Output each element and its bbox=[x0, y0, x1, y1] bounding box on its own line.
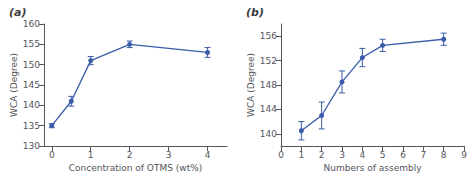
svg-text:Numbers of assembly: Numbers of assembly bbox=[324, 163, 423, 173]
svg-text:Concentration of OTMS (wt%): Concentration of OTMS (wt%) bbox=[69, 163, 202, 173]
svg-text:3: 3 bbox=[339, 150, 345, 160]
svg-text:2: 2 bbox=[319, 150, 325, 160]
svg-text:135: 135 bbox=[23, 121, 40, 131]
svg-text:140: 140 bbox=[23, 100, 40, 110]
svg-text:155: 155 bbox=[23, 39, 40, 49]
svg-text:148: 148 bbox=[260, 80, 277, 90]
svg-text:145: 145 bbox=[23, 80, 40, 90]
svg-text:8: 8 bbox=[441, 150, 447, 160]
svg-text:1: 1 bbox=[298, 150, 304, 160]
svg-text:5: 5 bbox=[380, 150, 386, 160]
svg-text:0: 0 bbox=[278, 150, 284, 160]
svg-text:7: 7 bbox=[420, 150, 426, 160]
svg-text:4: 4 bbox=[359, 150, 365, 160]
svg-text:160: 160 bbox=[23, 19, 40, 29]
svg-text:130: 130 bbox=[23, 141, 40, 151]
svg-text:152: 152 bbox=[260, 56, 277, 66]
svg-text:(b): (b) bbox=[246, 6, 264, 19]
svg-text:156: 156 bbox=[260, 31, 277, 41]
svg-text:144: 144 bbox=[260, 104, 277, 114]
svg-text:9: 9 bbox=[461, 150, 467, 160]
svg-text:4: 4 bbox=[205, 150, 211, 160]
svg-text:WCA (Degree): WCA (Degree) bbox=[246, 53, 256, 117]
svg-text:1: 1 bbox=[88, 150, 94, 160]
svg-text:3: 3 bbox=[166, 150, 172, 160]
svg-text:(a): (a) bbox=[9, 6, 26, 19]
svg-text:6: 6 bbox=[400, 150, 406, 160]
svg-text:150: 150 bbox=[23, 60, 40, 70]
svg-text:0: 0 bbox=[49, 150, 55, 160]
svg-text:140: 140 bbox=[260, 129, 277, 139]
svg-text:2: 2 bbox=[127, 150, 133, 160]
svg-text:WCA (Degree): WCA (Degree) bbox=[9, 53, 19, 117]
